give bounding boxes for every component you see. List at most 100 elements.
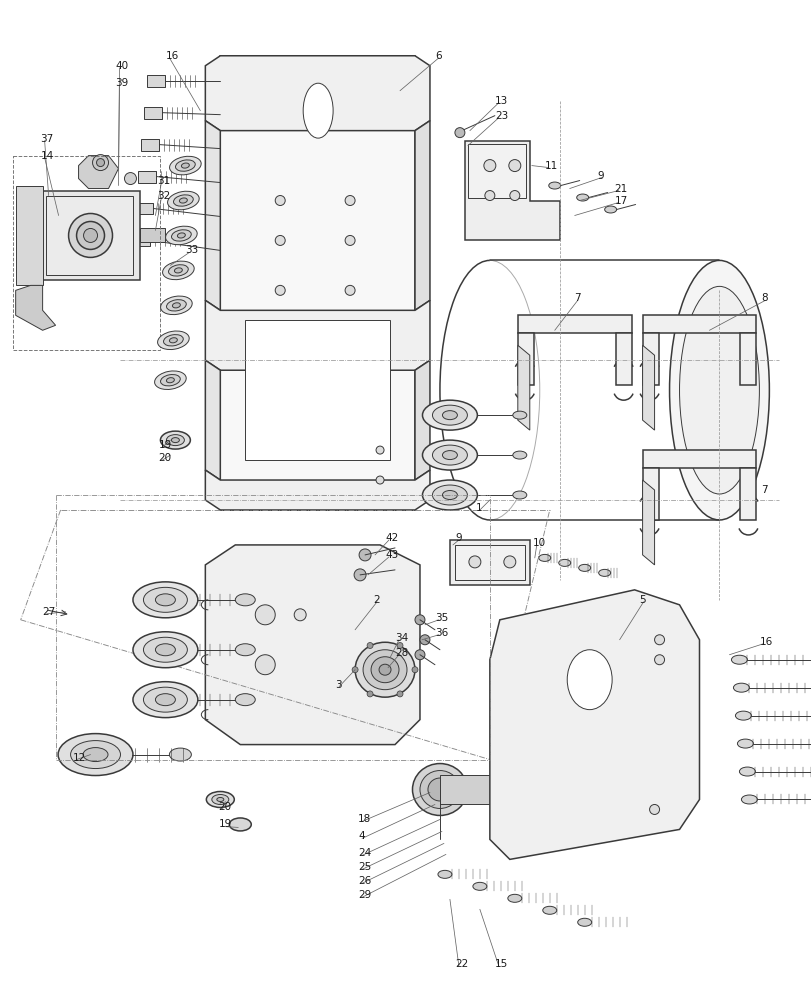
- Polygon shape: [205, 360, 220, 480]
- Circle shape: [509, 191, 519, 201]
- Ellipse shape: [172, 303, 180, 308]
- Circle shape: [255, 655, 275, 675]
- Polygon shape: [740, 468, 756, 520]
- Polygon shape: [615, 333, 631, 385]
- Bar: [13, 156, 161, 350]
- Polygon shape: [15, 285, 55, 330]
- Circle shape: [275, 235, 285, 245]
- Polygon shape: [642, 480, 654, 565]
- Ellipse shape: [169, 265, 188, 276]
- Circle shape: [275, 196, 285, 206]
- Circle shape: [484, 191, 494, 201]
- Ellipse shape: [412, 764, 467, 815]
- Ellipse shape: [442, 451, 457, 460]
- Text: 22: 22: [454, 959, 468, 969]
- Circle shape: [275, 285, 285, 295]
- Text: 37: 37: [41, 134, 54, 144]
- Text: 19: 19: [158, 440, 171, 450]
- Polygon shape: [205, 545, 419, 745]
- Text: 6: 6: [435, 51, 441, 61]
- Ellipse shape: [174, 268, 182, 273]
- Text: 42: 42: [384, 533, 397, 543]
- Ellipse shape: [154, 371, 186, 389]
- Circle shape: [419, 635, 430, 645]
- Text: 35: 35: [435, 613, 448, 623]
- Text: 1: 1: [475, 503, 482, 513]
- Ellipse shape: [354, 642, 414, 697]
- Text: 16: 16: [165, 51, 178, 61]
- Ellipse shape: [161, 375, 180, 386]
- Ellipse shape: [155, 694, 175, 706]
- Ellipse shape: [739, 767, 754, 776]
- Polygon shape: [205, 470, 430, 510]
- Ellipse shape: [169, 156, 201, 175]
- Ellipse shape: [437, 870, 452, 878]
- Text: 32: 32: [157, 191, 170, 201]
- Ellipse shape: [419, 771, 459, 808]
- Ellipse shape: [235, 694, 255, 706]
- Text: 7: 7: [573, 293, 580, 303]
- Polygon shape: [414, 121, 430, 310]
- Circle shape: [483, 160, 496, 172]
- Ellipse shape: [379, 664, 391, 675]
- Text: 25: 25: [358, 862, 371, 872]
- Ellipse shape: [217, 797, 224, 801]
- Text: 8: 8: [761, 293, 767, 303]
- Ellipse shape: [58, 734, 133, 776]
- Polygon shape: [517, 345, 529, 430]
- Circle shape: [97, 159, 105, 167]
- Polygon shape: [642, 333, 658, 385]
- Circle shape: [294, 609, 306, 621]
- Ellipse shape: [577, 918, 591, 926]
- Ellipse shape: [169, 748, 191, 761]
- Ellipse shape: [161, 296, 192, 315]
- Ellipse shape: [422, 480, 477, 510]
- Circle shape: [503, 556, 515, 568]
- Bar: [135, 203, 153, 214]
- Text: 5: 5: [639, 595, 646, 605]
- Ellipse shape: [144, 587, 187, 612]
- Text: 14: 14: [41, 151, 54, 161]
- Bar: [467, 144, 526, 198]
- Ellipse shape: [598, 569, 610, 576]
- Ellipse shape: [371, 657, 398, 683]
- Ellipse shape: [155, 594, 175, 606]
- Ellipse shape: [542, 906, 556, 914]
- Text: 9: 9: [454, 533, 461, 543]
- Polygon shape: [414, 360, 430, 480]
- Bar: [454, 545, 524, 580]
- Ellipse shape: [539, 554, 550, 561]
- Ellipse shape: [472, 882, 487, 890]
- Bar: [141, 139, 159, 151]
- Circle shape: [76, 221, 105, 249]
- Text: 7: 7: [761, 485, 767, 495]
- Ellipse shape: [161, 431, 190, 449]
- Text: 27: 27: [42, 607, 56, 617]
- Bar: [45, 196, 133, 275]
- Text: 17: 17: [614, 196, 627, 206]
- Ellipse shape: [166, 435, 184, 446]
- Ellipse shape: [178, 233, 185, 238]
- Bar: [41, 191, 140, 280]
- Circle shape: [375, 446, 384, 454]
- Text: 10: 10: [532, 538, 545, 548]
- Ellipse shape: [513, 451, 526, 459]
- Ellipse shape: [166, 300, 186, 311]
- Text: 3: 3: [335, 680, 341, 690]
- Text: 23: 23: [494, 111, 508, 121]
- Polygon shape: [642, 315, 756, 333]
- Text: 33: 33: [185, 245, 199, 255]
- Bar: [132, 234, 150, 246]
- Ellipse shape: [229, 818, 251, 831]
- Text: 43: 43: [384, 550, 397, 560]
- Circle shape: [345, 285, 354, 295]
- Text: 21: 21: [614, 184, 627, 194]
- Circle shape: [654, 655, 663, 665]
- Text: 28: 28: [394, 648, 408, 658]
- Ellipse shape: [133, 582, 198, 618]
- Ellipse shape: [507, 894, 521, 902]
- Ellipse shape: [212, 794, 229, 804]
- Circle shape: [649, 804, 659, 814]
- Text: 13: 13: [494, 96, 508, 106]
- Text: 24: 24: [358, 848, 371, 858]
